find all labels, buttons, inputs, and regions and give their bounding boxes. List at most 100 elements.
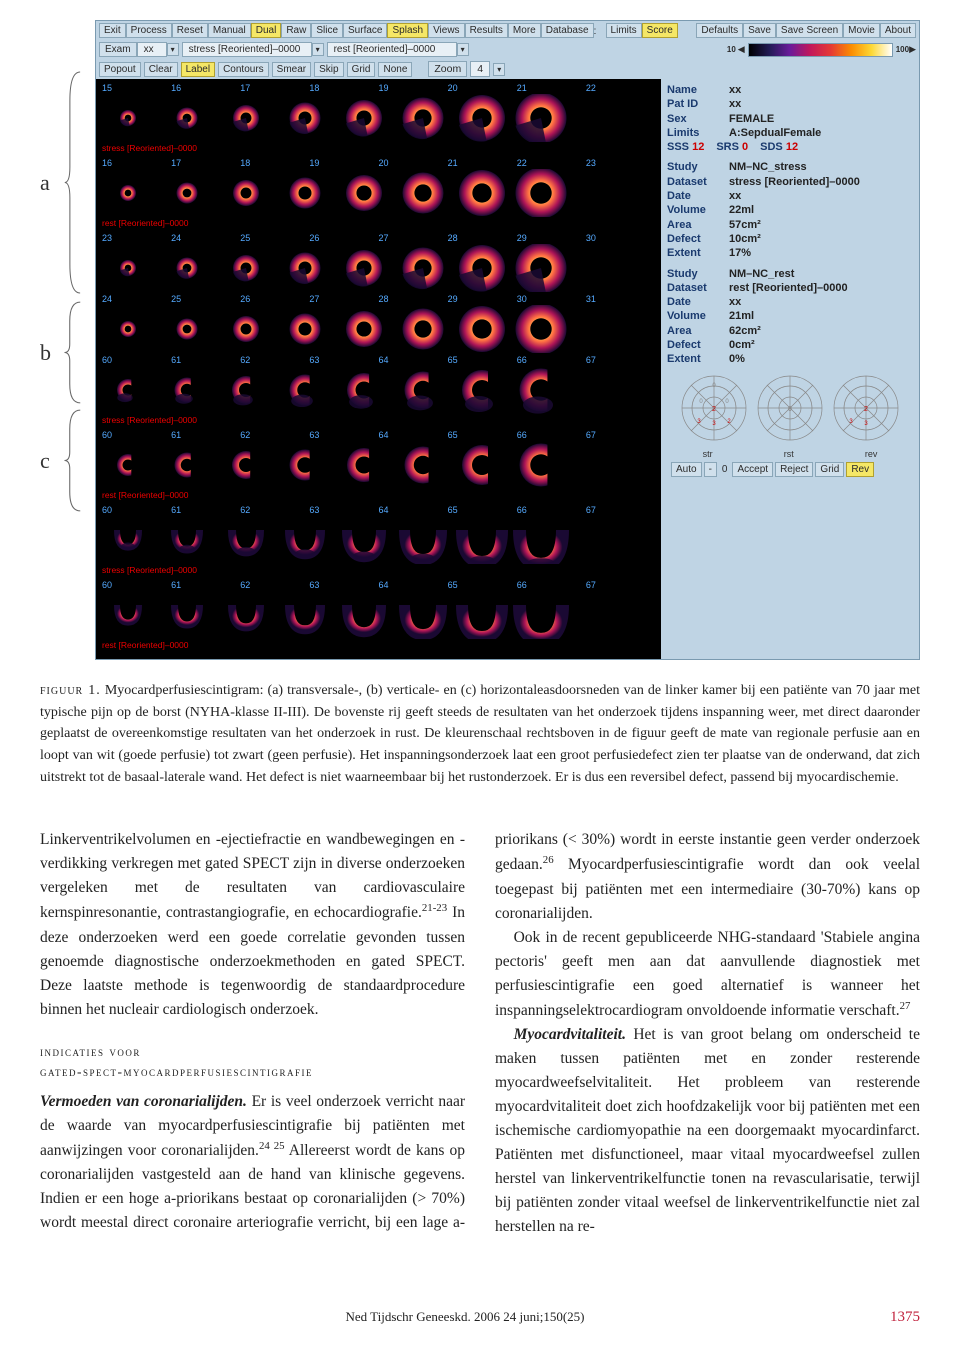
scan-slice[interactable] [218, 94, 275, 142]
scan-slice[interactable] [218, 169, 275, 217]
scan-slice[interactable] [100, 94, 157, 142]
menu-defaults[interactable]: Defaults [696, 23, 743, 38]
scan-slice[interactable] [454, 244, 511, 292]
scan-slice[interactable] [454, 169, 511, 217]
scan-slice[interactable] [336, 516, 393, 564]
menu-results[interactable]: Results [465, 23, 508, 38]
scan-slice[interactable] [513, 244, 570, 292]
scan-slice[interactable] [218, 305, 275, 353]
auto-button[interactable]: Auto [671, 462, 702, 477]
menu-process[interactable]: Process [126, 23, 172, 38]
color-scale[interactable] [748, 43, 893, 57]
scan-slice[interactable] [513, 305, 570, 353]
scan-slice[interactable] [513, 94, 570, 142]
scan-slice[interactable] [218, 244, 275, 292]
scan-slice[interactable] [218, 516, 275, 564]
scan-slice[interactable] [159, 366, 216, 414]
scan-slice[interactable] [159, 305, 216, 353]
scale-right-handle[interactable]: ▶ [909, 44, 916, 55]
scan-slice[interactable] [513, 169, 570, 217]
scan-slice[interactable] [277, 441, 334, 489]
scan-slice[interactable] [218, 366, 275, 414]
view-popout[interactable]: Popout [99, 62, 141, 77]
view-clear[interactable]: Clear [144, 62, 178, 77]
grid-button[interactable]: Grid [815, 462, 844, 477]
scan-slice[interactable] [395, 305, 452, 353]
scan-slice[interactable] [336, 441, 393, 489]
scan-slice[interactable] [277, 305, 334, 353]
scan-slice[interactable] [277, 366, 334, 414]
scan-slice[interactable] [100, 441, 157, 489]
menu-about[interactable]: About [880, 23, 916, 38]
scan-slice[interactable] [159, 94, 216, 142]
view-grid[interactable]: Grid [347, 62, 376, 77]
scan-slice[interactable] [159, 244, 216, 292]
menu-database[interactable]: Database [541, 23, 594, 38]
scan-slice[interactable] [454, 516, 511, 564]
view-contours[interactable]: Contours [218, 62, 269, 77]
scan-slice[interactable] [513, 441, 570, 489]
scan-slice[interactable] [513, 591, 570, 639]
scan-slice[interactable] [395, 366, 452, 414]
menu-save[interactable]: Save [743, 23, 776, 38]
scan-slice[interactable] [336, 305, 393, 353]
scan-slice[interactable] [395, 441, 452, 489]
accept-button[interactable]: Accept [732, 462, 773, 477]
scan-slice[interactable] [100, 366, 157, 414]
scan-slice[interactable] [454, 591, 511, 639]
dataset2-arrow[interactable]: ▾ [457, 43, 469, 56]
scan-slice[interactable] [277, 94, 334, 142]
dataset2-field[interactable]: rest [Reoriented]–0000 [327, 42, 457, 57]
scan-slice[interactable] [395, 591, 452, 639]
menu-save-screen[interactable]: Save Screen [776, 23, 843, 38]
zoom-value[interactable]: 4 [470, 61, 490, 77]
scan-slice[interactable] [454, 94, 511, 142]
menu-views[interactable]: Views [428, 23, 465, 38]
score-button[interactable]: Score [642, 23, 678, 38]
dataset1-field[interactable]: stress [Reoriented]–0000 [182, 42, 312, 57]
scan-slice[interactable] [159, 516, 216, 564]
menu-slice[interactable]: Slice [311, 23, 343, 38]
view-none[interactable]: None [378, 62, 412, 77]
scan-slice[interactable] [159, 169, 216, 217]
scan-slice[interactable] [100, 516, 157, 564]
menu-raw[interactable]: Raw [281, 23, 311, 38]
scan-slice[interactable] [159, 441, 216, 489]
scan-slice[interactable] [513, 366, 570, 414]
scan-slice[interactable] [336, 94, 393, 142]
scale-left-handle[interactable]: ◀ [738, 44, 745, 55]
scan-slice[interactable] [513, 516, 570, 564]
limits-button[interactable]: Limits [606, 23, 642, 38]
scan-slice[interactable] [454, 305, 511, 353]
menu-movie[interactable]: Movie [843, 23, 880, 38]
menu-dual[interactable]: Dual [251, 23, 282, 38]
dataset1-arrow[interactable]: ▾ [312, 43, 324, 56]
scan-slice[interactable] [336, 366, 393, 414]
scan-slice[interactable] [100, 305, 157, 353]
scan-slice[interactable] [336, 591, 393, 639]
scan-slice[interactable] [395, 94, 452, 142]
exam-dropdown-arrow[interactable]: ▾ [167, 43, 179, 56]
auto-minus[interactable]: - [704, 462, 717, 477]
scan-slice[interactable] [100, 591, 157, 639]
scan-slice[interactable] [277, 591, 334, 639]
scan-slice[interactable] [277, 516, 334, 564]
scan-slice[interactable] [395, 516, 452, 564]
menu-more[interactable]: More [508, 23, 541, 38]
scan-slice[interactable] [454, 366, 511, 414]
scan-slice[interactable] [100, 244, 157, 292]
menu-surface[interactable]: Surface [343, 23, 387, 38]
scan-slice[interactable] [218, 441, 275, 489]
exam-value[interactable]: xx [137, 42, 167, 57]
scan-slice[interactable] [454, 441, 511, 489]
zoom-arrow[interactable]: ▾ [493, 63, 505, 76]
scan-slice[interactable] [277, 244, 334, 292]
scan-slice[interactable] [336, 244, 393, 292]
view-smear[interactable]: Smear [272, 62, 311, 77]
reject-button[interactable]: Reject [775, 462, 813, 477]
view-label[interactable]: Label [181, 62, 215, 77]
menu-reset[interactable]: Reset [172, 23, 208, 38]
rev-button[interactable]: Rev [846, 462, 874, 477]
scan-slice[interactable] [159, 591, 216, 639]
scan-slice[interactable] [336, 169, 393, 217]
